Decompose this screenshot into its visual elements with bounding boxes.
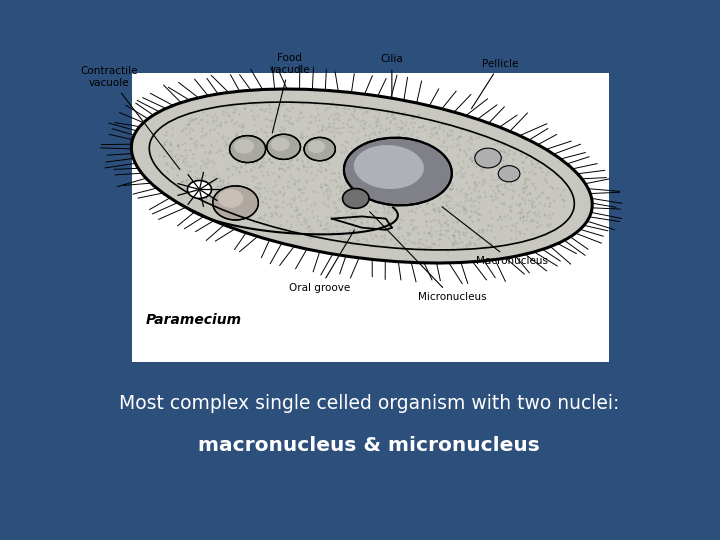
Circle shape	[304, 137, 336, 161]
Text: macronucleus & micronucleus: macronucleus & micronucleus	[198, 436, 540, 455]
Text: Macronucleus: Macronucleus	[442, 207, 548, 266]
Text: Paramecium: Paramecium	[145, 313, 241, 327]
Circle shape	[271, 137, 289, 151]
Text: Oral groove: Oral groove	[289, 230, 354, 293]
Text: Pellicle: Pellicle	[472, 59, 518, 109]
Circle shape	[212, 186, 258, 220]
Ellipse shape	[354, 145, 424, 189]
Circle shape	[474, 148, 501, 168]
Text: Contractile
vacuole: Contractile vacuole	[81, 66, 180, 170]
Circle shape	[498, 166, 520, 182]
Circle shape	[187, 180, 212, 199]
Circle shape	[267, 134, 300, 159]
Text: Cilia: Cilia	[380, 55, 403, 99]
Circle shape	[230, 136, 266, 163]
Text: Food
vacuole: Food vacuole	[269, 53, 310, 133]
FancyBboxPatch shape	[132, 73, 609, 362]
Ellipse shape	[131, 89, 593, 263]
Circle shape	[234, 139, 254, 154]
Circle shape	[343, 188, 369, 208]
Circle shape	[308, 140, 325, 153]
Text: Most complex single celled organism with two nuclei:: Most complex single celled organism with…	[119, 394, 619, 413]
Text: Micronucleus: Micronucleus	[370, 212, 486, 302]
Circle shape	[218, 189, 243, 208]
Ellipse shape	[344, 138, 452, 205]
